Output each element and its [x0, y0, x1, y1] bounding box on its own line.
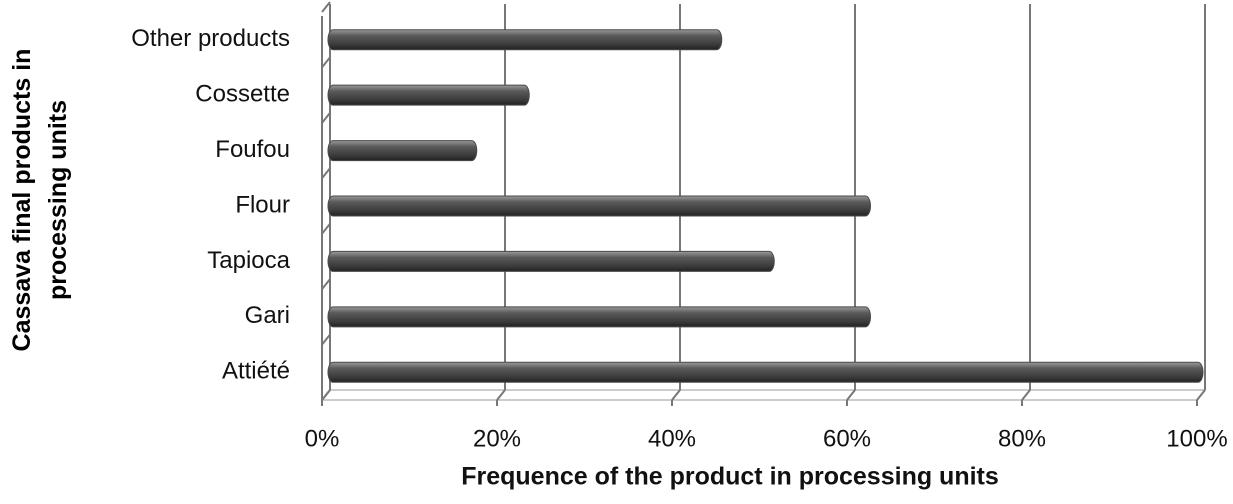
y-tick-label: Flour — [235, 191, 290, 218]
bar — [327, 29, 723, 51]
x-tick-label: 40% — [648, 425, 696, 452]
y-tick-label: Cossette — [195, 80, 290, 107]
grid-floor-line — [846, 389, 856, 401]
y-tick-label: Foufou — [215, 136, 290, 163]
y-tick — [321, 56, 331, 69]
grid-floor-line — [496, 389, 506, 401]
bar — [327, 84, 530, 106]
y-tick-label: Gari — [245, 302, 290, 329]
y-tick — [321, 389, 331, 401]
grid-floor-line — [671, 389, 681, 401]
y-tick-label: Tapioca — [207, 247, 290, 274]
bar — [327, 306, 871, 328]
bar — [327, 140, 478, 162]
bar — [327, 250, 775, 272]
x-axis-title: Frequence of the product in processing u… — [461, 463, 999, 491]
y-tick — [321, 167, 331, 179]
y-axis-title: Cassava final products in processing uni… — [8, 48, 72, 352]
x-tick-label: 20% — [473, 425, 521, 452]
grid-floor-line — [1021, 389, 1031, 401]
y-tick-label: Other products — [131, 25, 290, 52]
y-tick — [321, 1, 331, 13]
grid-floor-line — [1196, 389, 1206, 401]
x-tick-label: 0% — [305, 425, 340, 452]
y-tick — [321, 112, 331, 124]
x-tick-label: 100% — [1166, 425, 1227, 452]
x-tick-label: 80% — [998, 425, 1046, 452]
bar — [327, 361, 1204, 383]
y-tick — [321, 223, 331, 235]
y-tick-label: Attiété — [222, 358, 290, 385]
bar — [327, 195, 871, 217]
x-tick-label: 60% — [823, 425, 871, 452]
y-tick — [321, 278, 331, 290]
y-tick — [321, 333, 331, 346]
